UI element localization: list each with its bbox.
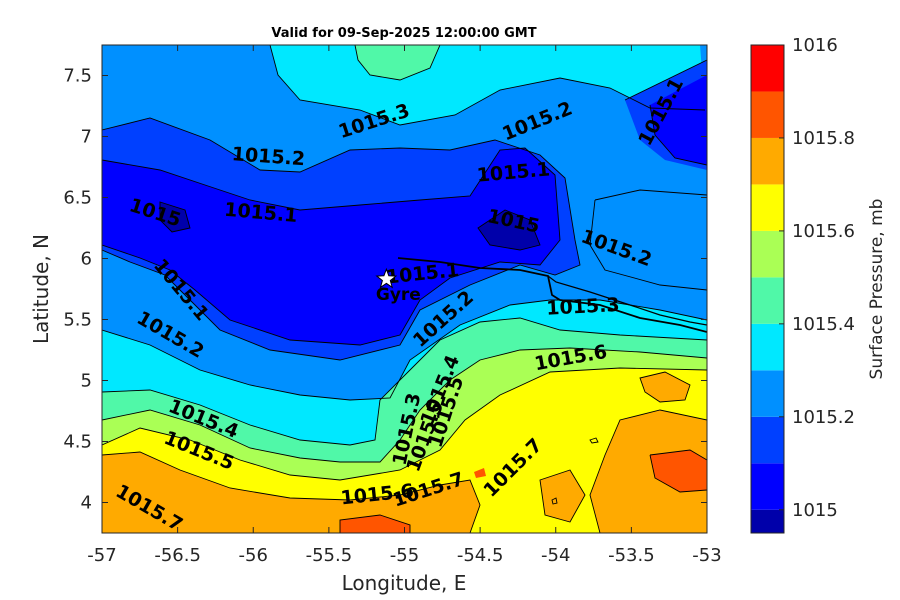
x-axis-label: Longitude, E	[342, 571, 467, 595]
colorbar-swatch	[751, 45, 784, 92]
gyre-label: Gyre	[376, 285, 421, 305]
gyre-marker: Gyre	[375, 267, 421, 305]
x-tick-label: -53	[692, 545, 721, 566]
x-tick-label: -56.5	[154, 545, 201, 566]
river	[547, 275, 707, 326]
colorbar-tick-label: 1015.4	[792, 314, 855, 335]
colorbar-tick-label: 1016	[792, 35, 838, 56]
colorbar-swatch	[751, 509, 784, 533]
star-icon	[375, 267, 398, 289]
colorbar-swatch	[751, 463, 784, 510]
colorbar-swatch	[751, 184, 784, 231]
colorbar: 1015 1015.2 1015.4 1015.6 1015.8 1016	[750, 35, 855, 534]
chart-title: Valid for 09-Sep-2025 12:00:00 GMT	[271, 26, 536, 41]
x-tick-label: -53.5	[608, 545, 655, 566]
y-tick-label: 5.5	[63, 310, 92, 331]
y-axis-label: Latitude, N	[29, 234, 53, 344]
band-1015-2-east	[590, 190, 707, 290]
x-tick-label: -56	[239, 545, 268, 566]
y-axis-ticks: 4 4.5 5 5.5 6 6.5 7 7.5	[63, 66, 707, 514]
colorbar-tick-label: 1015.8	[792, 128, 855, 149]
colorbar-swatch	[751, 370, 784, 417]
y-tick-label: 4	[81, 493, 92, 514]
colorbar-swatch	[751, 323, 784, 371]
colorbar-tick-label: 1015.6	[792, 221, 855, 242]
colorbar-swatch	[751, 230, 784, 278]
y-tick-label: 5	[81, 371, 92, 392]
y-tick-label: 6.5	[63, 188, 92, 209]
band-1015-0-top-right	[650, 75, 707, 165]
small-contour-1	[589, 437, 599, 444]
y-tick-label: 7.5	[63, 66, 92, 87]
x-tick-label: -55	[390, 545, 419, 566]
band-1015-0-main	[102, 148, 560, 345]
band-1015-8-spot	[474, 468, 486, 478]
colorbar-swatch	[751, 416, 784, 464]
small-contour-2	[551, 497, 558, 505]
contour-label: 1015.3	[546, 294, 620, 320]
contour-lines	[102, 45, 707, 533]
band-1015-7-south-island	[540, 470, 585, 522]
x-axis-ticks: -57 -56.5 -56 -55.5 -55 -54.5 -54 -53.5 -53	[87, 45, 722, 566]
colorbar-label: Surface Pressure, mb	[867, 199, 887, 380]
band-1015-8-southeast	[650, 450, 707, 492]
coastline	[397, 257, 707, 333]
colorbar-swatch	[751, 277, 784, 324]
colorbar-frame	[750, 44, 785, 534]
colorbar-tick-label: 1015.2	[792, 407, 855, 428]
band-1015-7-east	[640, 372, 690, 402]
y-tick-label: 6	[81, 249, 92, 270]
colorbar-swatch	[751, 137, 784, 185]
band-1014-95-east	[478, 210, 540, 250]
y-tick-label: 4.5	[63, 432, 92, 453]
x-tick-label: -55.5	[306, 545, 353, 566]
band-1015-4-top	[355, 45, 440, 80]
x-tick-label: -54.5	[457, 545, 504, 566]
y-tick-label: 7	[81, 127, 92, 148]
band-1015-7-southeast	[590, 410, 707, 533]
band-1015-7-southwest	[102, 452, 480, 533]
colorbar-tick-label: 1015	[792, 500, 838, 521]
x-tick-label: -57	[87, 545, 116, 566]
colorbar-swatch	[751, 91, 784, 138]
contour-label: 1015.2	[231, 143, 306, 170]
x-tick-label: -54	[541, 545, 570, 566]
